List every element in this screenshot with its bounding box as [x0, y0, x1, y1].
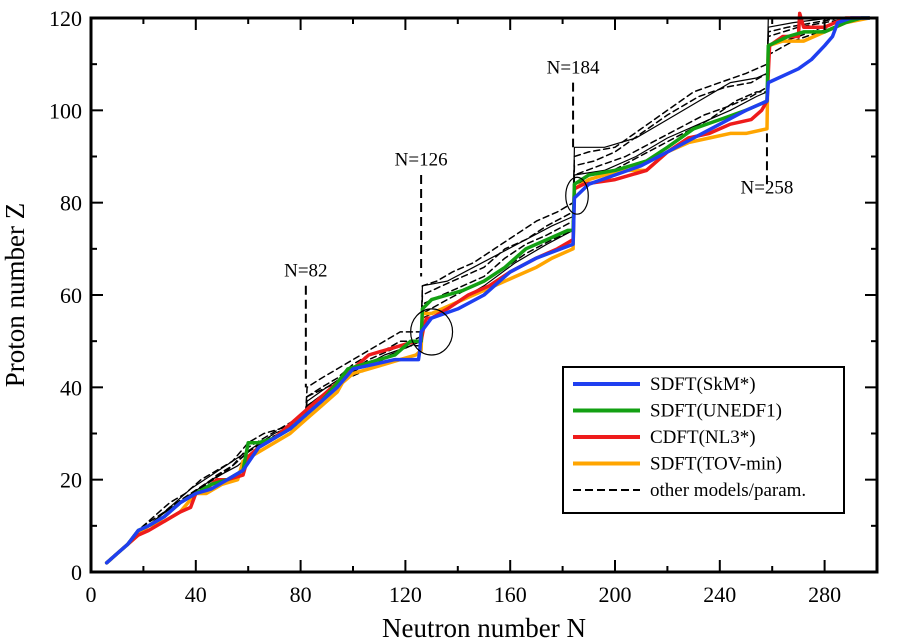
legend-label-2: CDFT(NL3*)	[650, 427, 756, 448]
y-tick-label: 120	[49, 6, 82, 31]
y-axis-title: Proton number Z	[0, 203, 30, 387]
series-line-0	[104, 16, 871, 565]
x-tick-label: 40	[185, 582, 207, 607]
series-line-6	[105, 17, 870, 564]
x-tick-label: 200	[599, 582, 632, 607]
annotation-label-1: N=126	[395, 150, 448, 171]
x-tick-label: 120	[389, 582, 422, 607]
y-tick-label: 60	[60, 283, 82, 308]
series-line-4	[105, 17, 870, 564]
legend: SDFT(SkM*) SDFT(UNEDF1) CDFT(NL3*) SDFT(TOV…	[562, 366, 845, 514]
series-line-5	[105, 17, 870, 564]
x-tick-label: 160	[494, 582, 527, 607]
y-tick-label: 0	[71, 560, 82, 585]
x-tick-label: 80	[290, 582, 312, 607]
x-tick-label: 0	[86, 582, 97, 607]
x-tick-label: 240	[703, 582, 736, 607]
legend-label-4: other models/param.	[650, 480, 806, 501]
annotation-layer: N=82 N=126 N=184 N=258	[284, 57, 793, 388]
y-tick-label: 20	[60, 468, 82, 493]
annotation-label-3: N=258	[740, 177, 793, 198]
annotation-label-2: N=184	[547, 57, 600, 78]
legend-label-0: SDFT(SkM*)	[650, 374, 756, 395]
highlight-ellipse-1	[565, 176, 589, 215]
data-layer	[104, 11, 871, 565]
y-tick-label: 40	[60, 375, 82, 400]
x-tick-label: 280	[808, 582, 841, 607]
highlight-ellipse-0	[410, 308, 454, 356]
tick-layer: 0 40 80 120 160 200 240 280 0 20 40 60 80 100 120	[49, 6, 878, 607]
x-axis-title: Neutron number N	[382, 613, 586, 642]
y-tick-label: 100	[49, 98, 82, 123]
legend-label-3: SDFT(TOV-min)	[650, 454, 782, 475]
legend-label-1: SDFT(UNEDF1)	[650, 401, 782, 422]
legend-box	[562, 366, 845, 514]
annotation-label-0: N=82	[284, 261, 327, 282]
y-tick-label: 80	[60, 191, 82, 216]
